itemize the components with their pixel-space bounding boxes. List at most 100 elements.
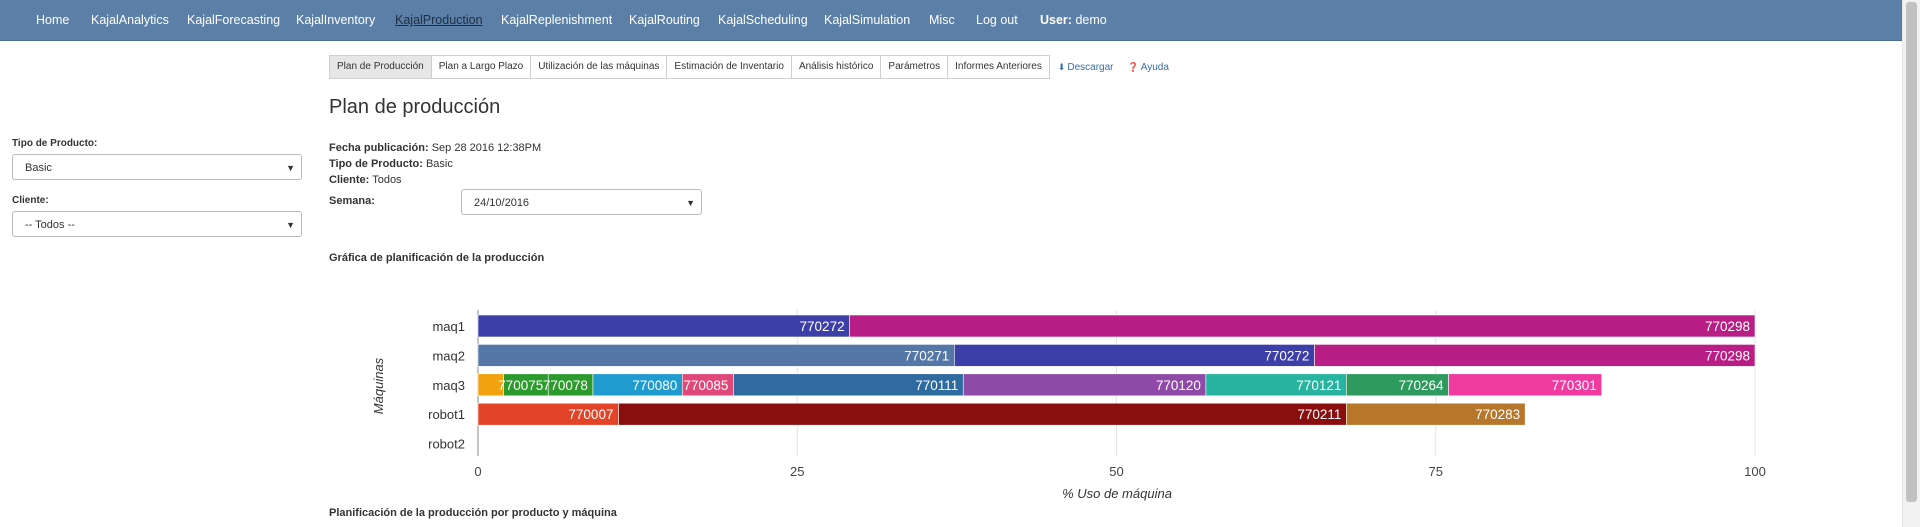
bar-segment[interactable]: 770120 <box>962 373 1207 397</box>
nav-kajal-forecasting[interactable]: KajalForecasting <box>187 13 281 27</box>
tab-analisis-historico[interactable]: Análisis histórico <box>791 55 882 79</box>
bar-segment-rect[interactable] <box>954 344 1315 367</box>
bar-segment[interactable]: 770264 <box>1346 373 1449 397</box>
bar-segment[interactable]: 770078 <box>543 373 594 397</box>
chart-section-title: Gráfica de planificación de la producció… <box>329 252 545 264</box>
bar-segment[interactable]: 770121 <box>1205 373 1347 397</box>
bar-segment-rect[interactable] <box>1346 402 1526 426</box>
nav-kajal-simulation[interactable]: KajalSimulation <box>824 13 911 27</box>
y-tick-label: robot1 <box>428 407 465 422</box>
y-tick-label: robot2 <box>428 437 465 452</box>
bar-segment[interactable]: 770007 <box>477 402 619 426</box>
tab-plan-produccion[interactable]: Plan de Producción <box>329 55 432 79</box>
bar-segment-label: 770272 <box>800 319 845 334</box>
bar-segment-rect[interactable] <box>618 402 1347 426</box>
tipo-label: Tipo de Producto: <box>329 158 423 170</box>
bar-segment[interactable]: 770075 <box>498 373 549 397</box>
chevron-down-icon: ▼ <box>286 163 295 173</box>
chart-x-axis-title: % Uso de máquina <box>1062 486 1172 501</box>
bar-segment-label: 770080 <box>632 378 677 393</box>
bar-segment[interactable]: 770211 <box>618 402 1347 426</box>
download-icon: ⬇ <box>1057 62 1066 72</box>
x-tick-label: 50 <box>1109 464 1123 479</box>
bar-segment[interactable]: 770283 <box>1346 402 1526 426</box>
semana-select[interactable]: 24/10/2016 ▼ <box>461 189 702 215</box>
meta-tipo: Tipo de Producto: Basic <box>329 158 453 170</box>
chevron-down-icon: ▼ <box>686 198 695 208</box>
bar-segment-rect[interactable] <box>1448 373 1603 397</box>
bar-segment-label: 770271 <box>904 348 949 363</box>
nav-kajal-inventory[interactable]: KajalInventory <box>296 13 376 27</box>
nav-kajal-analytics[interactable]: KajalAnalytics <box>91 13 169 27</box>
filter-sidebar: Tipo de Producto: Basic ▼ Cliente: -- To… <box>12 138 304 237</box>
tab-parametros[interactable]: Parámetros <box>881 55 949 79</box>
bar-segment[interactable]: 770080 <box>592 373 683 397</box>
client-value: -- Todos -- <box>25 219 75 231</box>
bar-segment-label: 770211 <box>1297 407 1341 422</box>
x-tick-label: 75 <box>1429 464 1443 479</box>
client-select[interactable]: -- Todos -- ▼ <box>12 211 302 237</box>
y-tick-label: maq1 <box>432 319 465 334</box>
bar-segment-label: 770298 <box>1705 348 1750 363</box>
user-label: User: <box>1040 13 1072 27</box>
page-scrollbar[interactable] <box>1902 0 1920 527</box>
tab-utilizacion-maquinas[interactable]: Utilización de las máquinas <box>531 55 668 79</box>
bar-segment-rect[interactable] <box>477 344 955 367</box>
download-link[interactable]: ⬇ Descargar <box>1050 55 1114 79</box>
nav-kajal-replenishment[interactable]: KajalReplenishment <box>501 13 613 27</box>
chart-y-tick-labels: maq1 maq2 maq3 robot1 robot2 <box>428 319 465 452</box>
table-section-title: Planificación de la producción por produ… <box>329 507 617 519</box>
nav-home[interactable]: Home <box>36 13 70 27</box>
scrollbar-thumb[interactable] <box>1906 2 1917 502</box>
x-tick-label: 0 <box>474 464 481 479</box>
meta-cliente: Cliente: Todos <box>329 174 402 186</box>
nav-misc[interactable]: Misc <box>929 13 955 27</box>
bar-segment-rect[interactable] <box>1314 344 1756 367</box>
bar-segment-label: 770078 <box>543 378 588 393</box>
user-name: demo <box>1075 13 1107 27</box>
nav-user[interactable]: User: demo <box>1040 13 1107 27</box>
bar-segment[interactable]: 770272 <box>954 344 1315 367</box>
x-tick-label: 25 <box>790 464 804 479</box>
bar-segment-rect[interactable] <box>477 314 850 338</box>
bar-segment-label: 770075 <box>498 378 543 393</box>
tab-plan-largo-plazo[interactable]: Plan a Largo Plazo <box>431 55 532 79</box>
meta-fecha: Fecha publicación: Sep 28 2016 12:38PM <box>329 142 541 154</box>
bar-segment-rect[interactable] <box>849 314 1756 338</box>
bar-segment[interactable]: 770111 <box>733 373 964 397</box>
bar-segment-label: 770111 <box>915 378 958 393</box>
nav-kajal-production[interactable]: KajalProduction <box>395 13 483 27</box>
page-title: Plan de producción <box>329 96 501 118</box>
semana-label: Semana: <box>329 195 375 207</box>
y-tick-label: maq2 <box>432 348 465 363</box>
bar-segment-label: 770272 <box>1264 348 1309 363</box>
bar-segment-label: 770264 <box>1398 378 1444 393</box>
bar-segment[interactable]: 770271 <box>477 344 955 367</box>
cliente-label: Cliente: <box>329 174 370 186</box>
bar-segment[interactable]: 770298 <box>1314 344 1756 367</box>
download-label: Descargar <box>1067 62 1114 73</box>
product-type-select[interactable]: Basic ▼ <box>12 154 302 180</box>
semana-value: 24/10/2016 <box>474 197 530 209</box>
product-type-label: Tipo de Producto: <box>12 138 98 149</box>
nav-kajal-routing[interactable]: KajalRouting <box>629 13 700 27</box>
nav-logout[interactable]: Log out <box>976 13 1018 27</box>
help-link[interactable]: ❓ Ayuda <box>1114 55 1169 79</box>
y-tick-label: maq3 <box>432 378 465 393</box>
bar-segment-label: 770007 <box>568 407 613 422</box>
tab-informes-anteriores[interactable]: Informes Anteriores <box>948 55 1050 79</box>
tipo-value: Basic <box>425 158 453 170</box>
help-label: Ayuda <box>1140 62 1169 73</box>
tab-estimacion-inventario[interactable]: Estimación de Inventario <box>667 55 792 79</box>
bar-segment[interactable]: 770272 <box>477 314 850 338</box>
x-tick-label: 100 <box>1744 464 1766 479</box>
bar-segment-label: 770085 <box>683 378 728 393</box>
bar-segment[interactable]: 770298 <box>849 314 1756 338</box>
bar-segment-label: 770121 <box>1296 378 1341 393</box>
bar-segment[interactable]: 770085 <box>682 373 734 397</box>
bar-segment-label: 770120 <box>1156 378 1201 393</box>
nav-kajal-scheduling[interactable]: KajalScheduling <box>718 13 808 27</box>
bar-segment[interactable]: 770301 <box>1448 373 1603 397</box>
